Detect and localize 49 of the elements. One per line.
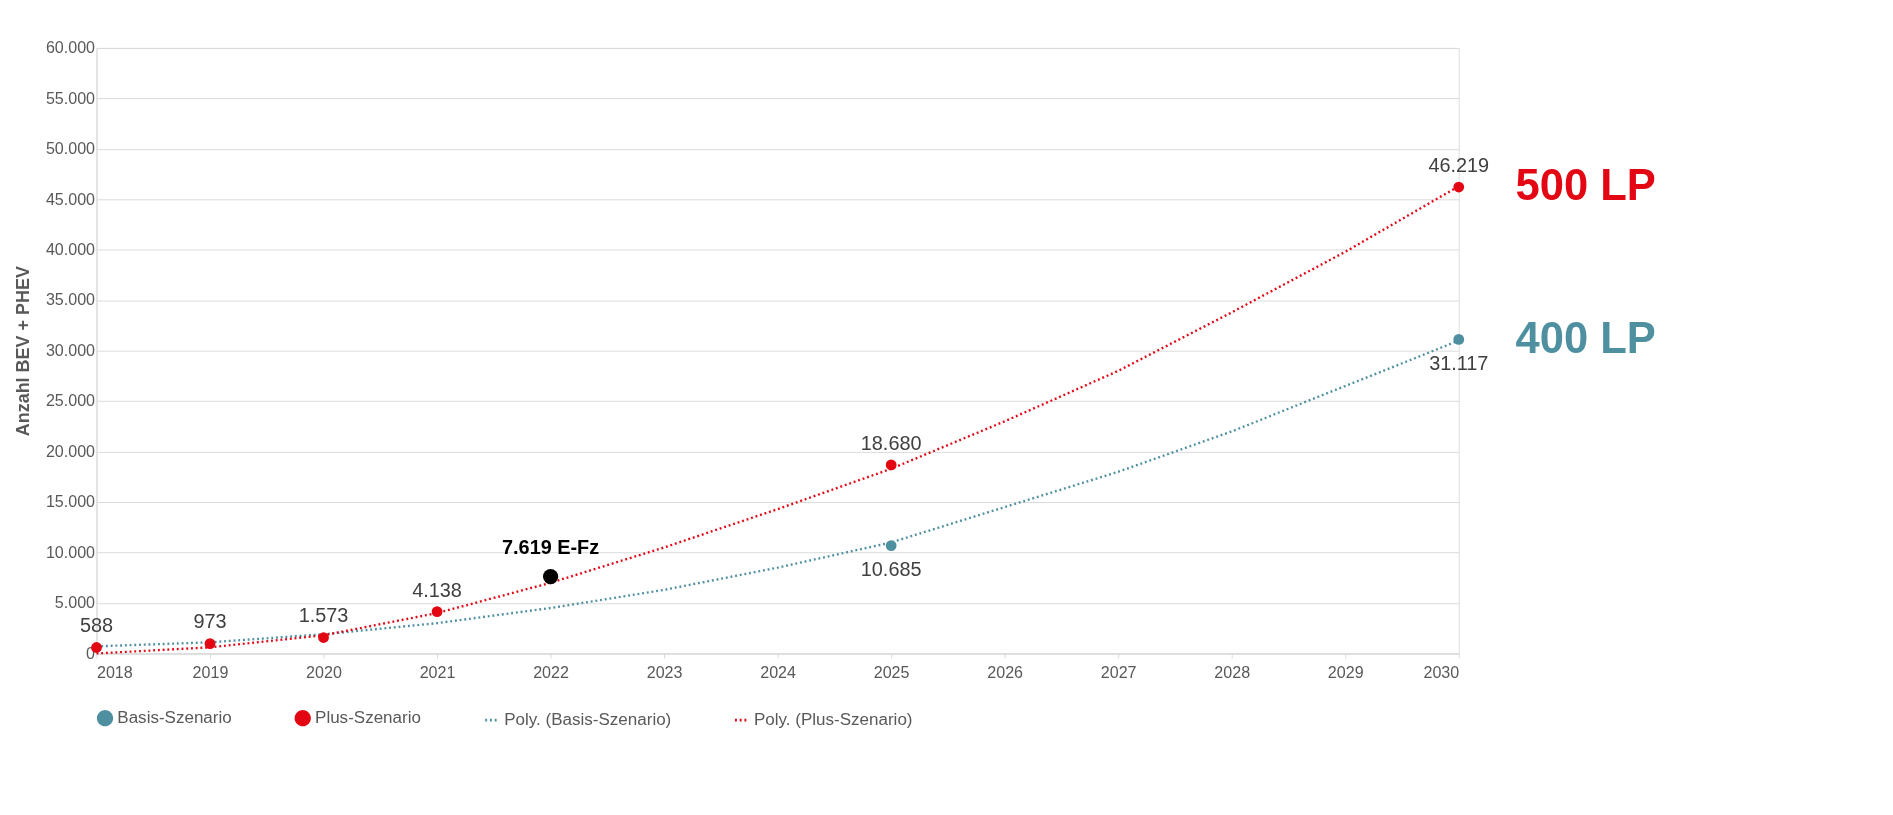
- point: [885, 459, 897, 471]
- y-tick-label: 50.000: [45, 139, 96, 158]
- x-tick-label: 2027: [1100, 663, 1137, 682]
- annotation: 500 LP: [1515, 161, 1656, 210]
- y-tick-label: 35.000: [45, 290, 96, 309]
- data-label: 588: [79, 614, 114, 637]
- point: [542, 568, 559, 585]
- y-tick-label: 5.000: [54, 593, 96, 612]
- y-tick-label: 20.000: [45, 441, 96, 460]
- y-tick-label: 25.000: [45, 391, 96, 410]
- x-tick-label: 2028: [1214, 663, 1251, 682]
- data-label: 10.685: [860, 557, 922, 580]
- x-tick-label: 2021: [419, 663, 456, 682]
- legend-label: Plus-Szenario: [315, 707, 421, 727]
- x-tick-label: 2022: [533, 663, 569, 682]
- y-tick-label: 15.000: [45, 492, 96, 511]
- point: [1453, 181, 1465, 193]
- data-label: 46.219: [1428, 153, 1490, 176]
- y-tick-label: 40.000: [45, 239, 96, 258]
- x-tick-label: 2018: [96, 663, 133, 682]
- data-label: 18.680: [860, 431, 922, 454]
- legend-label: Poly. (Basis-Szenario): [504, 709, 672, 729]
- legend-label: Basis-Szenario: [117, 707, 232, 727]
- x-tick-label: 2020: [306, 663, 342, 682]
- y-tick-label: 10.000: [45, 542, 96, 561]
- point: [431, 606, 443, 618]
- x-tick-label: 2029: [1327, 663, 1364, 682]
- y-axis-title: Anzahl BEV + PHEV: [12, 266, 33, 437]
- y-tick-label: 45.000: [45, 189, 96, 208]
- data-label: 973: [193, 610, 227, 633]
- legend-label: Poly. (Plus-Szenario): [753, 709, 913, 729]
- y-tick-label: 30.000: [45, 340, 96, 359]
- point: [1453, 334, 1465, 345]
- data-label: 7.619 E-Fz: [502, 535, 600, 558]
- data-label: 31.117: [1429, 351, 1489, 374]
- x-tick-label: 2019: [192, 663, 229, 682]
- x-tick-label: 2024: [760, 663, 797, 682]
- data-label: 4.138: [412, 578, 462, 601]
- y-tick-label: 55.000: [45, 88, 96, 107]
- annotation: 400 LP: [1515, 313, 1656, 362]
- y-tick-label: 60.000: [45, 38, 96, 57]
- x-tick-label: 2030: [1423, 663, 1460, 682]
- x-tick-label: 2023: [646, 663, 683, 682]
- point: [318, 632, 329, 643]
- point: [204, 638, 216, 649]
- data-label: 1.573: [298, 604, 349, 627]
- x-tick-label: 2026: [987, 663, 1024, 682]
- point: [885, 540, 897, 551]
- x-tick-label: 2025: [873, 663, 910, 682]
